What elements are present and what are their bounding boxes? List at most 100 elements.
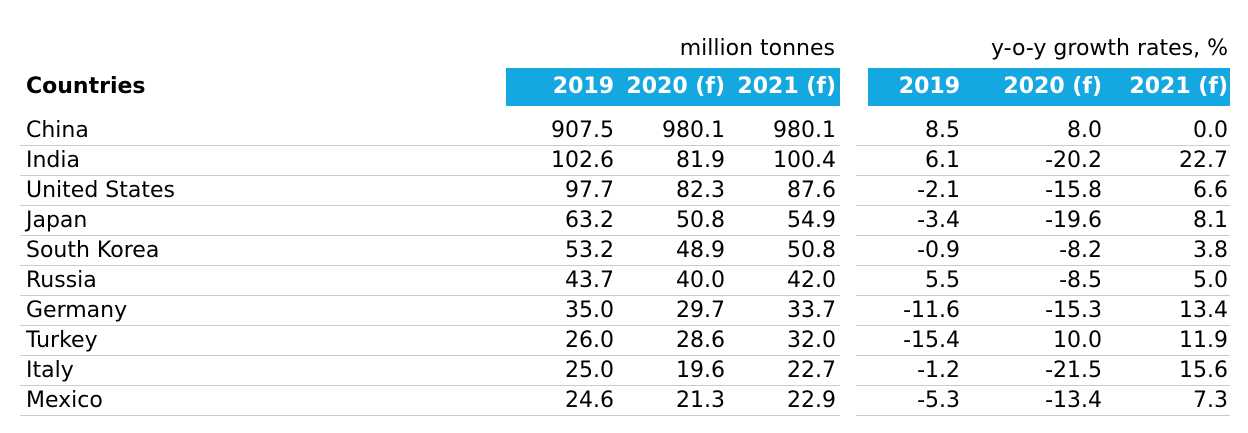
value-mt-2020f: 40.0	[676, 268, 725, 293]
value-yoy-2020f: -13.4	[1045, 388, 1102, 413]
row-divider	[20, 265, 840, 266]
value-yoy-2020f: 10.0	[1053, 328, 1102, 353]
country-name: China	[26, 118, 89, 143]
table-row: Russia 43.7 40.0 42.0 5.5 -8.5 5.0	[20, 266, 1230, 296]
table-row: India 102.6 81.9 100.4 6.1 -20.2 22.7	[20, 146, 1230, 176]
column-header-yoy-2019: 2019	[898, 74, 960, 99]
value-yoy-2020f: -20.2	[1045, 148, 1102, 173]
value-yoy-2020f: -8.5	[1059, 268, 1102, 293]
row-divider	[20, 385, 840, 386]
value-yoy-2021f: 15.6	[1179, 358, 1228, 383]
row-divider	[20, 175, 840, 176]
value-mt-2021f: 32.0	[787, 328, 836, 353]
row-divider	[856, 295, 1230, 296]
column-header-mt-2020f: 2020 (f)	[626, 74, 725, 99]
country-name: Mexico	[26, 388, 103, 413]
value-mt-2019: 25.0	[565, 358, 614, 383]
value-yoy-2020f: -8.2	[1059, 238, 1102, 263]
column-header-mt-2021f: 2021 (f)	[737, 74, 836, 99]
row-divider	[856, 145, 1230, 146]
row-divider	[20, 355, 840, 356]
value-yoy-2019: -1.2	[917, 358, 960, 383]
row-divider	[20, 325, 840, 326]
value-mt-2021f: 980.1	[773, 118, 836, 143]
value-yoy-2020f: -15.8	[1045, 178, 1102, 203]
value-yoy-2021f: 13.4	[1179, 298, 1228, 323]
country-name: Italy	[26, 358, 74, 383]
value-yoy-2019: -0.9	[917, 238, 960, 263]
value-mt-2021f: 42.0	[787, 268, 836, 293]
row-divider	[856, 355, 1230, 356]
value-yoy-2021f: 5.0	[1193, 268, 1228, 293]
row-divider	[856, 175, 1230, 176]
row-divider	[20, 145, 840, 146]
country-name: Turkey	[26, 328, 98, 353]
table-row: Mexico 24.6 21.3 22.9 -5.3 -13.4 7.3	[20, 386, 1230, 416]
value-mt-2020f: 19.6	[676, 358, 725, 383]
value-yoy-2020f: 8.0	[1067, 118, 1102, 143]
country-name: Russia	[26, 268, 97, 293]
table-row: Turkey 26.0 28.6 32.0 -15.4 10.0 11.9	[20, 326, 1230, 356]
value-yoy-2019: -15.4	[903, 328, 960, 353]
row-divider	[856, 415, 1230, 416]
table-row: China 907.5 980.1 980.1 8.5 8.0 0.0	[20, 116, 1230, 146]
value-mt-2021f: 50.8	[787, 238, 836, 263]
row-divider	[856, 205, 1230, 206]
value-mt-2020f: 28.6	[676, 328, 725, 353]
value-mt-2021f: 100.4	[773, 148, 836, 173]
value-mt-2021f: 87.6	[787, 178, 836, 203]
value-mt-2019: 907.5	[551, 118, 614, 143]
table-row: South Korea 53.2 48.9 50.8 -0.9 -8.2 3.8	[20, 236, 1230, 266]
header-band-million-tonnes	[506, 68, 840, 106]
value-mt-2021f: 33.7	[787, 298, 836, 323]
value-mt-2021f: 22.9	[787, 388, 836, 413]
country-name: Germany	[26, 298, 128, 323]
column-header-yoy-2020f: 2020 (f)	[1003, 74, 1102, 99]
column-header-countries: Countries	[26, 74, 146, 99]
country-name: South Korea	[26, 238, 160, 263]
column-header-yoy-2021f: 2021 (f)	[1129, 74, 1228, 99]
column-header-mt-2019: 2019	[552, 74, 614, 99]
row-divider	[20, 235, 840, 236]
country-name: India	[26, 148, 80, 173]
table-row: Japan 63.2 50.8 54.9 -3.4 -19.6 8.1	[20, 206, 1230, 236]
value-yoy-2020f: -21.5	[1045, 358, 1102, 383]
steel-demand-table: million tonnes y-o-y growth rates, % Cou…	[20, 30, 1230, 416]
value-yoy-2019: -5.3	[917, 388, 960, 413]
table-row: Italy 25.0 19.6 22.7 -1.2 -21.5 15.6	[20, 356, 1230, 386]
value-yoy-2019: 5.5	[925, 268, 960, 293]
table-header: Countries 2019 2020 (f) 2021 (f) 2019 20…	[20, 68, 1230, 106]
value-mt-2020f: 48.9	[676, 238, 725, 263]
value-yoy-2019: -2.1	[917, 178, 960, 203]
row-divider	[20, 415, 840, 416]
value-yoy-2020f: -15.3	[1045, 298, 1102, 323]
value-yoy-2021f: 3.8	[1193, 238, 1228, 263]
value-yoy-2021f: 8.1	[1193, 208, 1228, 233]
table-body: China 907.5 980.1 980.1 8.5 8.0 0.0 Indi…	[20, 116, 1230, 416]
row-divider	[856, 265, 1230, 266]
value-mt-2020f: 50.8	[676, 208, 725, 233]
value-mt-2019: 102.6	[551, 148, 614, 173]
row-divider	[20, 295, 840, 296]
row-divider	[856, 325, 1230, 326]
value-mt-2019: 24.6	[565, 388, 614, 413]
value-yoy-2019: -11.6	[903, 298, 960, 323]
header-band-yoy-growth	[868, 68, 1230, 106]
country-name: United States	[26, 178, 175, 203]
row-divider	[20, 205, 840, 206]
value-yoy-2020f: -19.6	[1045, 208, 1102, 233]
units-row: million tonnes y-o-y growth rates, %	[20, 30, 1230, 68]
unit-label-million-tonnes: million tonnes	[679, 36, 835, 61]
value-yoy-2021f: 0.0	[1193, 118, 1228, 143]
value-mt-2019: 43.7	[565, 268, 614, 293]
value-mt-2019: 53.2	[565, 238, 614, 263]
value-yoy-2021f: 6.6	[1193, 178, 1228, 203]
row-divider	[856, 235, 1230, 236]
value-mt-2019: 35.0	[565, 298, 614, 323]
table-row: United States 97.7 82.3 87.6 -2.1 -15.8 …	[20, 176, 1230, 206]
value-yoy-2021f: 11.9	[1179, 328, 1228, 353]
value-mt-2021f: 54.9	[787, 208, 836, 233]
country-name: Japan	[26, 208, 88, 233]
value-yoy-2019: 6.1	[925, 148, 960, 173]
value-mt-2020f: 21.3	[676, 388, 725, 413]
